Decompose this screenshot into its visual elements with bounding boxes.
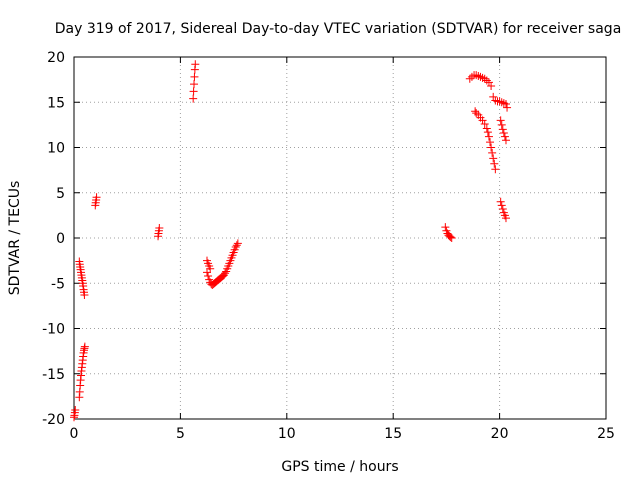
y-tick-label: -5: [51, 276, 65, 292]
y-tick-label: -10: [42, 322, 65, 338]
data-point: [480, 119, 489, 128]
x-tick-label: 0: [70, 426, 79, 442]
y-tick-label: 0: [56, 231, 65, 247]
axis-ticks: [73, 56, 607, 420]
data-point: [472, 71, 481, 80]
data-point: [232, 241, 241, 250]
data-point: [491, 165, 500, 174]
y-tick-label: -15: [42, 367, 65, 383]
data-point: [220, 271, 229, 280]
data-point: [487, 81, 496, 90]
data-point: [190, 80, 199, 89]
data-point: [203, 268, 211, 277]
data-point: [191, 60, 200, 69]
data-point: [71, 405, 80, 414]
data-point: [478, 73, 487, 82]
data-point: [80, 342, 89, 351]
data-point: [499, 99, 508, 108]
data-point: [441, 223, 450, 232]
data-point: [231, 243, 240, 252]
data-point: [498, 125, 507, 134]
data-point: [500, 132, 509, 141]
data-point: [495, 97, 504, 106]
data-point: [217, 272, 226, 281]
data-point: [486, 138, 495, 147]
data-point: [489, 92, 498, 101]
data-point: [497, 98, 506, 107]
data-point: [190, 72, 199, 81]
data-point: [482, 76, 491, 85]
x-tick-label: 10: [278, 426, 296, 442]
data-point: [483, 128, 492, 137]
data-point: [472, 109, 481, 118]
data-point: [501, 214, 510, 223]
data-point: [496, 116, 505, 125]
data-point: [498, 205, 507, 214]
data-point: [496, 197, 505, 206]
y-tick-label: 10: [47, 141, 65, 157]
data-point: [484, 132, 493, 141]
data-point: [474, 72, 483, 81]
data-point: [490, 159, 499, 168]
data-point: [484, 78, 493, 87]
data-point: [499, 129, 508, 138]
y-tick-label: 15: [47, 95, 65, 111]
x-tick-label: 25: [597, 426, 615, 442]
data-point: [189, 87, 198, 96]
y-tick-label: 5: [56, 186, 65, 202]
data-point: [497, 201, 506, 210]
data-point: [221, 269, 230, 278]
x-tick-label: 5: [176, 426, 185, 442]
data-point: [489, 154, 498, 163]
data-point: [80, 291, 89, 300]
data-point: [480, 74, 489, 83]
data-point: [445, 232, 454, 241]
data-point: [189, 94, 198, 103]
data-point: [465, 74, 474, 83]
data-point: [206, 264, 215, 273]
tick-labels: 0 5 10 15 20 25 -20 -15 -10 -5 0 5 10 15 20: [42, 50, 615, 442]
chart-title: Day 319 of 2017, Sidereal Day-to-day VTE…: [55, 21, 622, 37]
data-point: [155, 224, 164, 233]
data-point: [92, 193, 101, 202]
data-point: [501, 136, 510, 145]
data-point: [233, 239, 242, 248]
y-axis-label: SDTVAR / TECUs: [7, 181, 23, 296]
grid-lines: [74, 57, 606, 419]
x-tick-label: 20: [491, 426, 509, 442]
data-point: [487, 143, 496, 152]
data-point: [447, 234, 456, 242]
data-point: [478, 116, 487, 125]
x-tick-label: 15: [384, 426, 402, 442]
data-point: [471, 107, 480, 116]
x-axis-label: GPS time / hours: [281, 459, 398, 475]
data-point: [488, 148, 497, 157]
data-point: [476, 72, 485, 81]
data-point: [491, 96, 500, 105]
data-point: [446, 233, 455, 242]
y-tick-label: -20: [42, 412, 65, 428]
data-point: [204, 272, 213, 281]
y-tick-label: 20: [47, 50, 65, 66]
data-point: [501, 100, 510, 109]
data-point: [467, 72, 476, 81]
data-point: [497, 120, 506, 129]
data-point: [503, 103, 512, 112]
data-point: [482, 124, 491, 133]
data-points: [70, 60, 512, 422]
